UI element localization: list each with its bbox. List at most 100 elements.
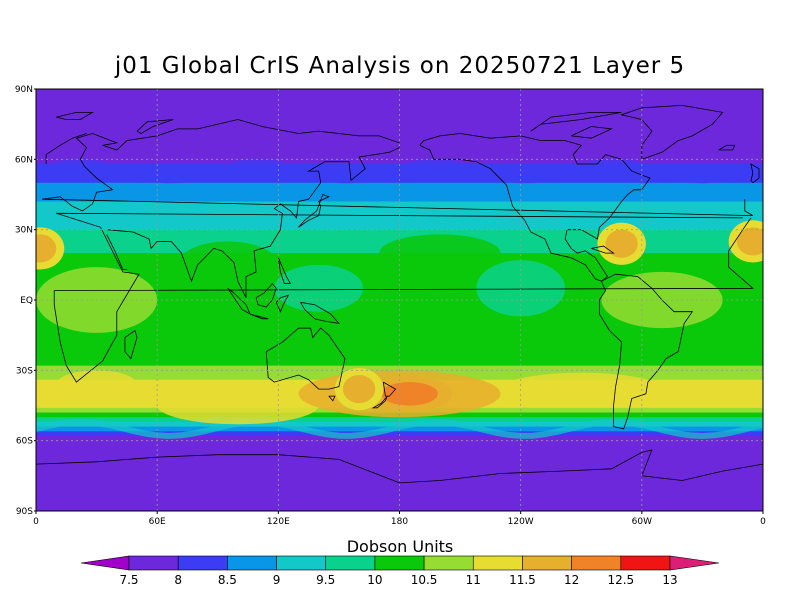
lat-tick-label: 30N — [15, 226, 33, 236]
coastline — [265, 327, 346, 390]
colorbar-level-label: 12 — [564, 573, 579, 587]
lat-tick-label: EQ — [20, 296, 33, 306]
colorbar-level-label: 10.5 — [411, 573, 438, 587]
colorbar-segment — [227, 555, 277, 571]
coastline — [53, 212, 754, 383]
field-band — [36, 318, 763, 325]
lon-tick-label: 0 — [33, 517, 39, 527]
field-band — [36, 440, 763, 446]
lon-tick-label: 180 — [391, 517, 408, 527]
field-band — [36, 159, 763, 165]
colorbar-level-label: 11.5 — [509, 573, 536, 587]
colorbar-segment — [276, 555, 327, 571]
lat-tick-label: 60S — [16, 437, 33, 447]
field-band — [36, 323, 763, 329]
field-band — [36, 356, 763, 362]
field-band — [36, 290, 763, 296]
field-band — [36, 360, 763, 367]
field-band — [36, 206, 763, 212]
colorbar-level-label: 13 — [662, 573, 677, 587]
graticule — [36, 89, 763, 511]
field-band — [36, 285, 763, 292]
field-patch — [56, 370, 137, 399]
coastline — [371, 395, 388, 409]
coastline — [106, 147, 400, 298]
coastline — [56, 112, 94, 120]
coastline — [382, 381, 397, 397]
lon-tick-label: 120E — [267, 517, 290, 527]
field-band — [36, 295, 763, 301]
colorbar-segment — [620, 555, 671, 571]
lon-tick-label: 60W — [632, 517, 652, 527]
coastline — [620, 104, 724, 160]
lat-tick-label: 90S — [16, 507, 33, 517]
coastline — [530, 112, 622, 132]
colorbar-level-label: 11 — [466, 573, 481, 587]
field-hotspot — [736, 227, 763, 256]
field-band — [36, 173, 763, 179]
field-band — [36, 468, 763, 475]
field-band — [36, 215, 763, 221]
latitude-labels: 90N 60N 30N EQ 30S 60S 90S — [15, 85, 36, 517]
lat-tick-label: 60N — [15, 155, 33, 165]
map-title: j01 Global CrIS Analysis on 20250721 Lay… — [114, 53, 686, 79]
field-band — [36, 450, 763, 456]
colorbar-level-label: 8.5 — [218, 573, 237, 587]
field-band — [36, 224, 763, 231]
field-patch — [157, 386, 319, 425]
colorbar-segment — [472, 555, 523, 571]
colorbar-segment — [325, 555, 376, 571]
field-band — [36, 149, 763, 156]
coastline — [275, 294, 290, 313]
field-band — [36, 135, 763, 142]
field-hotspot — [381, 382, 438, 406]
field-band — [36, 431, 763, 437]
field-band — [36, 445, 763, 451]
field-band — [36, 506, 763, 511]
field-patch — [500, 372, 663, 406]
field-band — [36, 459, 763, 465]
field-hotspot — [342, 375, 376, 404]
coastline — [255, 282, 277, 308]
lon-tick-label: 120W — [508, 517, 534, 527]
field-band — [36, 89, 763, 95]
field-patch — [379, 234, 501, 272]
lon-tick-label: 60E — [149, 517, 166, 527]
field-band — [36, 314, 763, 320]
colorbar-segment — [177, 555, 228, 571]
coastline — [227, 287, 251, 316]
colorbar-segment — [571, 555, 622, 571]
coastline — [750, 163, 760, 184]
lat-tick-label: 30S — [16, 366, 33, 376]
coastline — [298, 193, 330, 228]
colorbar-level-label: 9 — [273, 573, 281, 587]
field-band — [36, 473, 763, 479]
colorbar-level-label: 7.5 — [119, 573, 138, 587]
longitude-labels: 0 60E 120E 180 120W 60W 0 — [33, 511, 766, 527]
field-band — [36, 98, 763, 104]
field-band — [36, 304, 763, 310]
field-band — [36, 210, 763, 217]
field-patch — [476, 260, 566, 317]
colorbar-arrow-high — [669, 555, 720, 571]
coastline — [136, 119, 174, 134]
coastline — [591, 245, 615, 254]
coastline — [36, 449, 763, 484]
field-band — [36, 281, 763, 287]
field-hotspot — [605, 229, 638, 258]
field-band — [36, 131, 763, 137]
colorbar-arrow-low — [80, 555, 130, 571]
lat-tick-label: 90N — [15, 85, 33, 95]
coastline — [45, 133, 87, 164]
colorbar-level-label: 8 — [174, 573, 182, 587]
coastline — [277, 257, 292, 284]
colorbar-segment — [374, 555, 425, 571]
coastline — [42, 119, 754, 216]
coastline — [328, 395, 336, 402]
field-band — [36, 300, 763, 306]
field-band — [36, 365, 763, 371]
field-band — [36, 435, 763, 442]
field-band — [36, 454, 763, 461]
colorbar-segment — [423, 555, 474, 571]
